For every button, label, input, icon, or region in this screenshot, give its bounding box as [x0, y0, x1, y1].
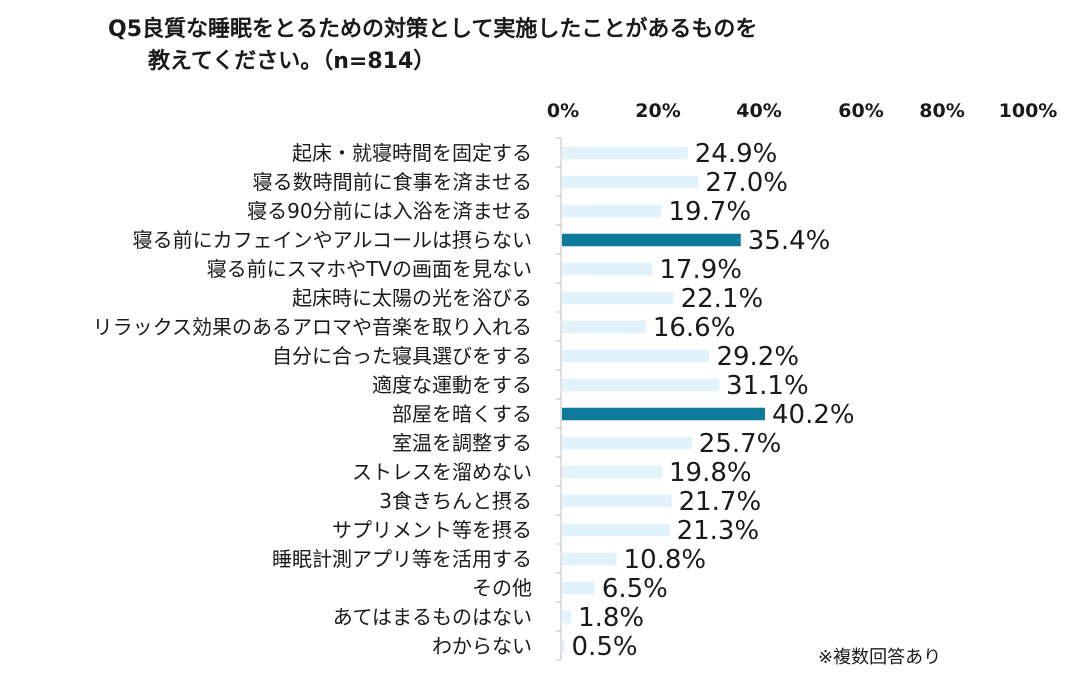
- footnote: ※複数回答あり: [818, 647, 942, 668]
- value-label: 19.8%: [669, 458, 752, 488]
- category-label: 寝る前にカフェインやアルコールは摂らない: [133, 228, 532, 252]
- bar: [562, 494, 672, 508]
- bar: [562, 175, 699, 189]
- value-label: 35.4%: [748, 226, 831, 256]
- value-label: 16.6%: [653, 313, 736, 343]
- value-label: 0.5%: [572, 632, 638, 662]
- bar: [562, 291, 674, 305]
- value-label: 25.7%: [699, 429, 782, 459]
- category-label: 睡眠計測アプリ等を活用する: [272, 547, 532, 571]
- bar: [562, 552, 617, 566]
- value-label: 27.0%: [705, 168, 788, 198]
- value-label: 6.5%: [602, 574, 668, 604]
- x-tick-label: 60%: [838, 100, 883, 122]
- value-label: 1.8%: [578, 603, 644, 633]
- x-tick-label: 40%: [736, 100, 781, 122]
- category-label: リラックス効果のあるアロマや音楽を取り入れる: [93, 315, 532, 339]
- x-tick-label: 0%: [547, 100, 579, 122]
- bar: [562, 407, 766, 421]
- category-label: 寝る90分前には入浴を済ませる: [247, 199, 532, 223]
- value-label: 19.7%: [668, 197, 751, 227]
- category-label: 室温を調整する: [392, 431, 532, 455]
- category-label: わからない: [432, 634, 532, 658]
- bar: [562, 639, 565, 653]
- bar: [562, 378, 720, 392]
- category-label: サプリメント等を摂る: [332, 518, 532, 542]
- category-label: 適度な運動をする: [372, 373, 532, 397]
- x-tick-label: 20%: [635, 100, 680, 122]
- bar: [562, 465, 662, 479]
- category-label: 寝る前にスマホやTVの画面を見ない: [207, 257, 532, 281]
- chart-title-line1: Q5良質な睡眠をとるための対策として実施したことがあるものを: [108, 17, 758, 42]
- category-label: 3食きちんと摂る: [379, 489, 532, 513]
- bar: [562, 204, 662, 218]
- value-label: 10.8%: [624, 545, 707, 575]
- value-label: 24.9%: [695, 139, 778, 169]
- category-label: ストレスを溜めない: [352, 460, 532, 484]
- category-label: 寝る数時間前に食事を済ませる: [253, 170, 532, 194]
- value-label: 40.2%: [772, 400, 855, 430]
- category-label: 起床・就寝時間を固定する: [292, 141, 532, 165]
- category-label: 部屋を暗くする: [392, 402, 532, 426]
- value-label: 17.9%: [659, 255, 742, 285]
- value-label: 29.2%: [716, 342, 799, 372]
- chart-title-line2: 教えてください。（n=814）: [148, 49, 436, 74]
- bar: [562, 610, 572, 624]
- value-label: 21.7%: [679, 487, 762, 517]
- category-label: 起床時に太陽の光を浴びる: [292, 286, 532, 310]
- value-label: 31.1%: [726, 371, 809, 401]
- bar: [562, 233, 741, 247]
- category-label: 自分に合った寝具選びをする: [272, 344, 532, 368]
- x-tick-label: 80%: [919, 100, 964, 122]
- category-label: その他: [472, 576, 532, 600]
- x-tick-label: 100%: [999, 100, 1058, 122]
- value-label: 22.1%: [681, 284, 764, 314]
- value-label: 21.3%: [677, 516, 760, 546]
- bar: [562, 436, 692, 450]
- category-label: あてはまるものはない: [333, 605, 532, 629]
- bar: [562, 146, 688, 160]
- bar: [562, 320, 646, 334]
- chart-title: Q5良質な睡眠をとるための対策として実施したことがあるものを 教えてください。（…: [108, 14, 757, 78]
- bar: [562, 581, 595, 595]
- bar: [562, 262, 653, 276]
- bar: [562, 523, 670, 537]
- bar: [562, 349, 710, 363]
